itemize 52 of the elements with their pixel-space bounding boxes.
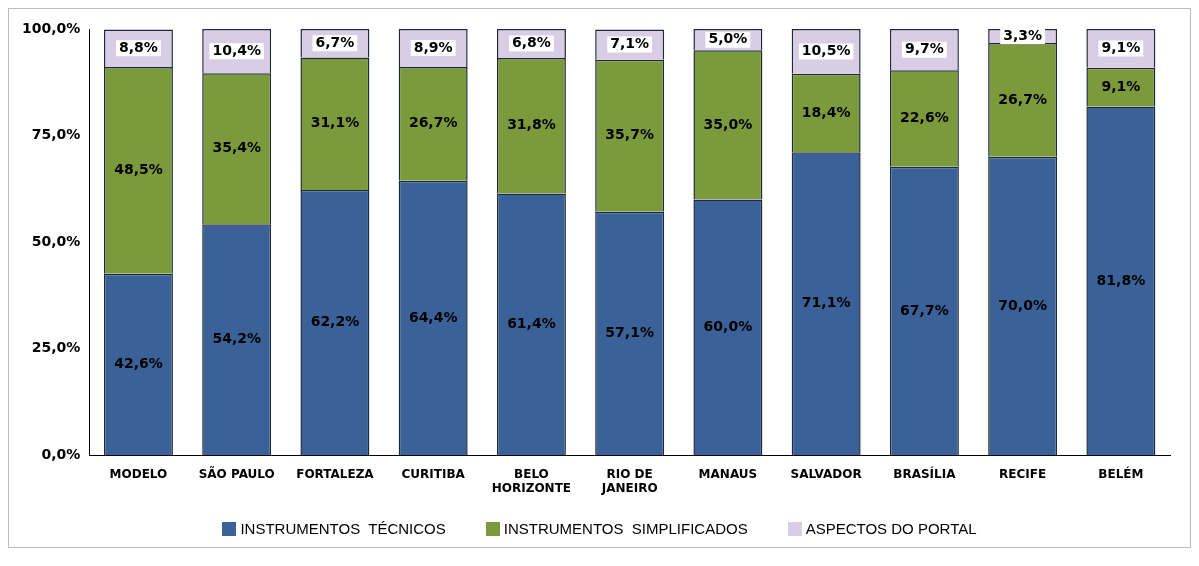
x-tick-label: BRASÍLIA [893, 465, 957, 481]
data-label: 26,7% [408, 114, 458, 131]
data-label: 60,0% [703, 317, 753, 334]
data-label: 62,2% [310, 313, 360, 330]
data-label: 64,4% [408, 308, 458, 325]
legend-label: ASPECTOS DO PORTAL [805, 520, 977, 537]
y-tick-label: 50,0% [31, 232, 81, 249]
data-label: 3,3% [1003, 26, 1043, 43]
data-label: 6,7% [315, 33, 355, 50]
x-tick-label: FORTALEZA [296, 466, 375, 481]
x-tick-label: MODELO [109, 466, 168, 481]
x-tick-label: SÃO PAULO [198, 465, 275, 481]
data-label: 8,9% [413, 38, 453, 55]
data-label: 18,4% [801, 103, 851, 120]
y-tick-label: 25,0% [31, 339, 81, 356]
data-label: 42,6% [114, 355, 163, 372]
data-label: 61,4% [507, 315, 556, 331]
data-label: 26,7% [998, 90, 1047, 107]
data-label: 54,2% [212, 330, 261, 347]
data-label: 8,8% [119, 38, 158, 55]
data-label: 81,8% [1096, 271, 1146, 288]
data-label: 70,0% [998, 296, 1047, 313]
x-tick-label: RECIFE [999, 466, 1047, 481]
data-label: 67,7% [900, 301, 949, 318]
data-label: 9,7% [904, 40, 944, 57]
data-label: 35,0% [703, 115, 753, 132]
data-label: 31,8% [507, 116, 556, 133]
data-label: 5,0% [708, 30, 748, 47]
data-label: 6,8% [512, 34, 551, 51]
x-tick-label: SALVADOR [790, 466, 862, 481]
legend-label: INSTRUMENTOS SIMPLIFICADOS [503, 520, 748, 537]
data-label: 71,1% [801, 294, 851, 311]
data-label: 57,1% [605, 324, 654, 341]
x-tick-label: BELÉM [1098, 465, 1144, 481]
y-tick-label: 0,0% [41, 445, 81, 462]
x-tick-label: MANAUS [698, 466, 758, 481]
y-tick-label: 75,0% [31, 126, 81, 143]
x-tick-label: RIO DE JANEIRO [600, 466, 658, 495]
legend-label: INSTRUMENTOS TÉCNICOS [240, 520, 446, 537]
y-tick-label: 100,0% [22, 19, 81, 36]
data-label: 7,1% [610, 35, 650, 52]
data-label: 9,1% [1101, 39, 1141, 56]
data-label: 10,4% [212, 41, 261, 58]
x-tick-label: CURITIBA [401, 466, 466, 481]
x-tick-label: BELO HORIZONTE [491, 466, 572, 495]
data-label: 48,5% [114, 160, 163, 177]
data-label: 35,4% [212, 139, 261, 156]
data-label: 10,5% [801, 42, 851, 59]
data-label: 35,7% [605, 126, 654, 143]
data-label: 31,1% [310, 114, 360, 131]
data-label: 22,6% [900, 109, 949, 126]
data-label: 9,1% [1101, 77, 1141, 94]
